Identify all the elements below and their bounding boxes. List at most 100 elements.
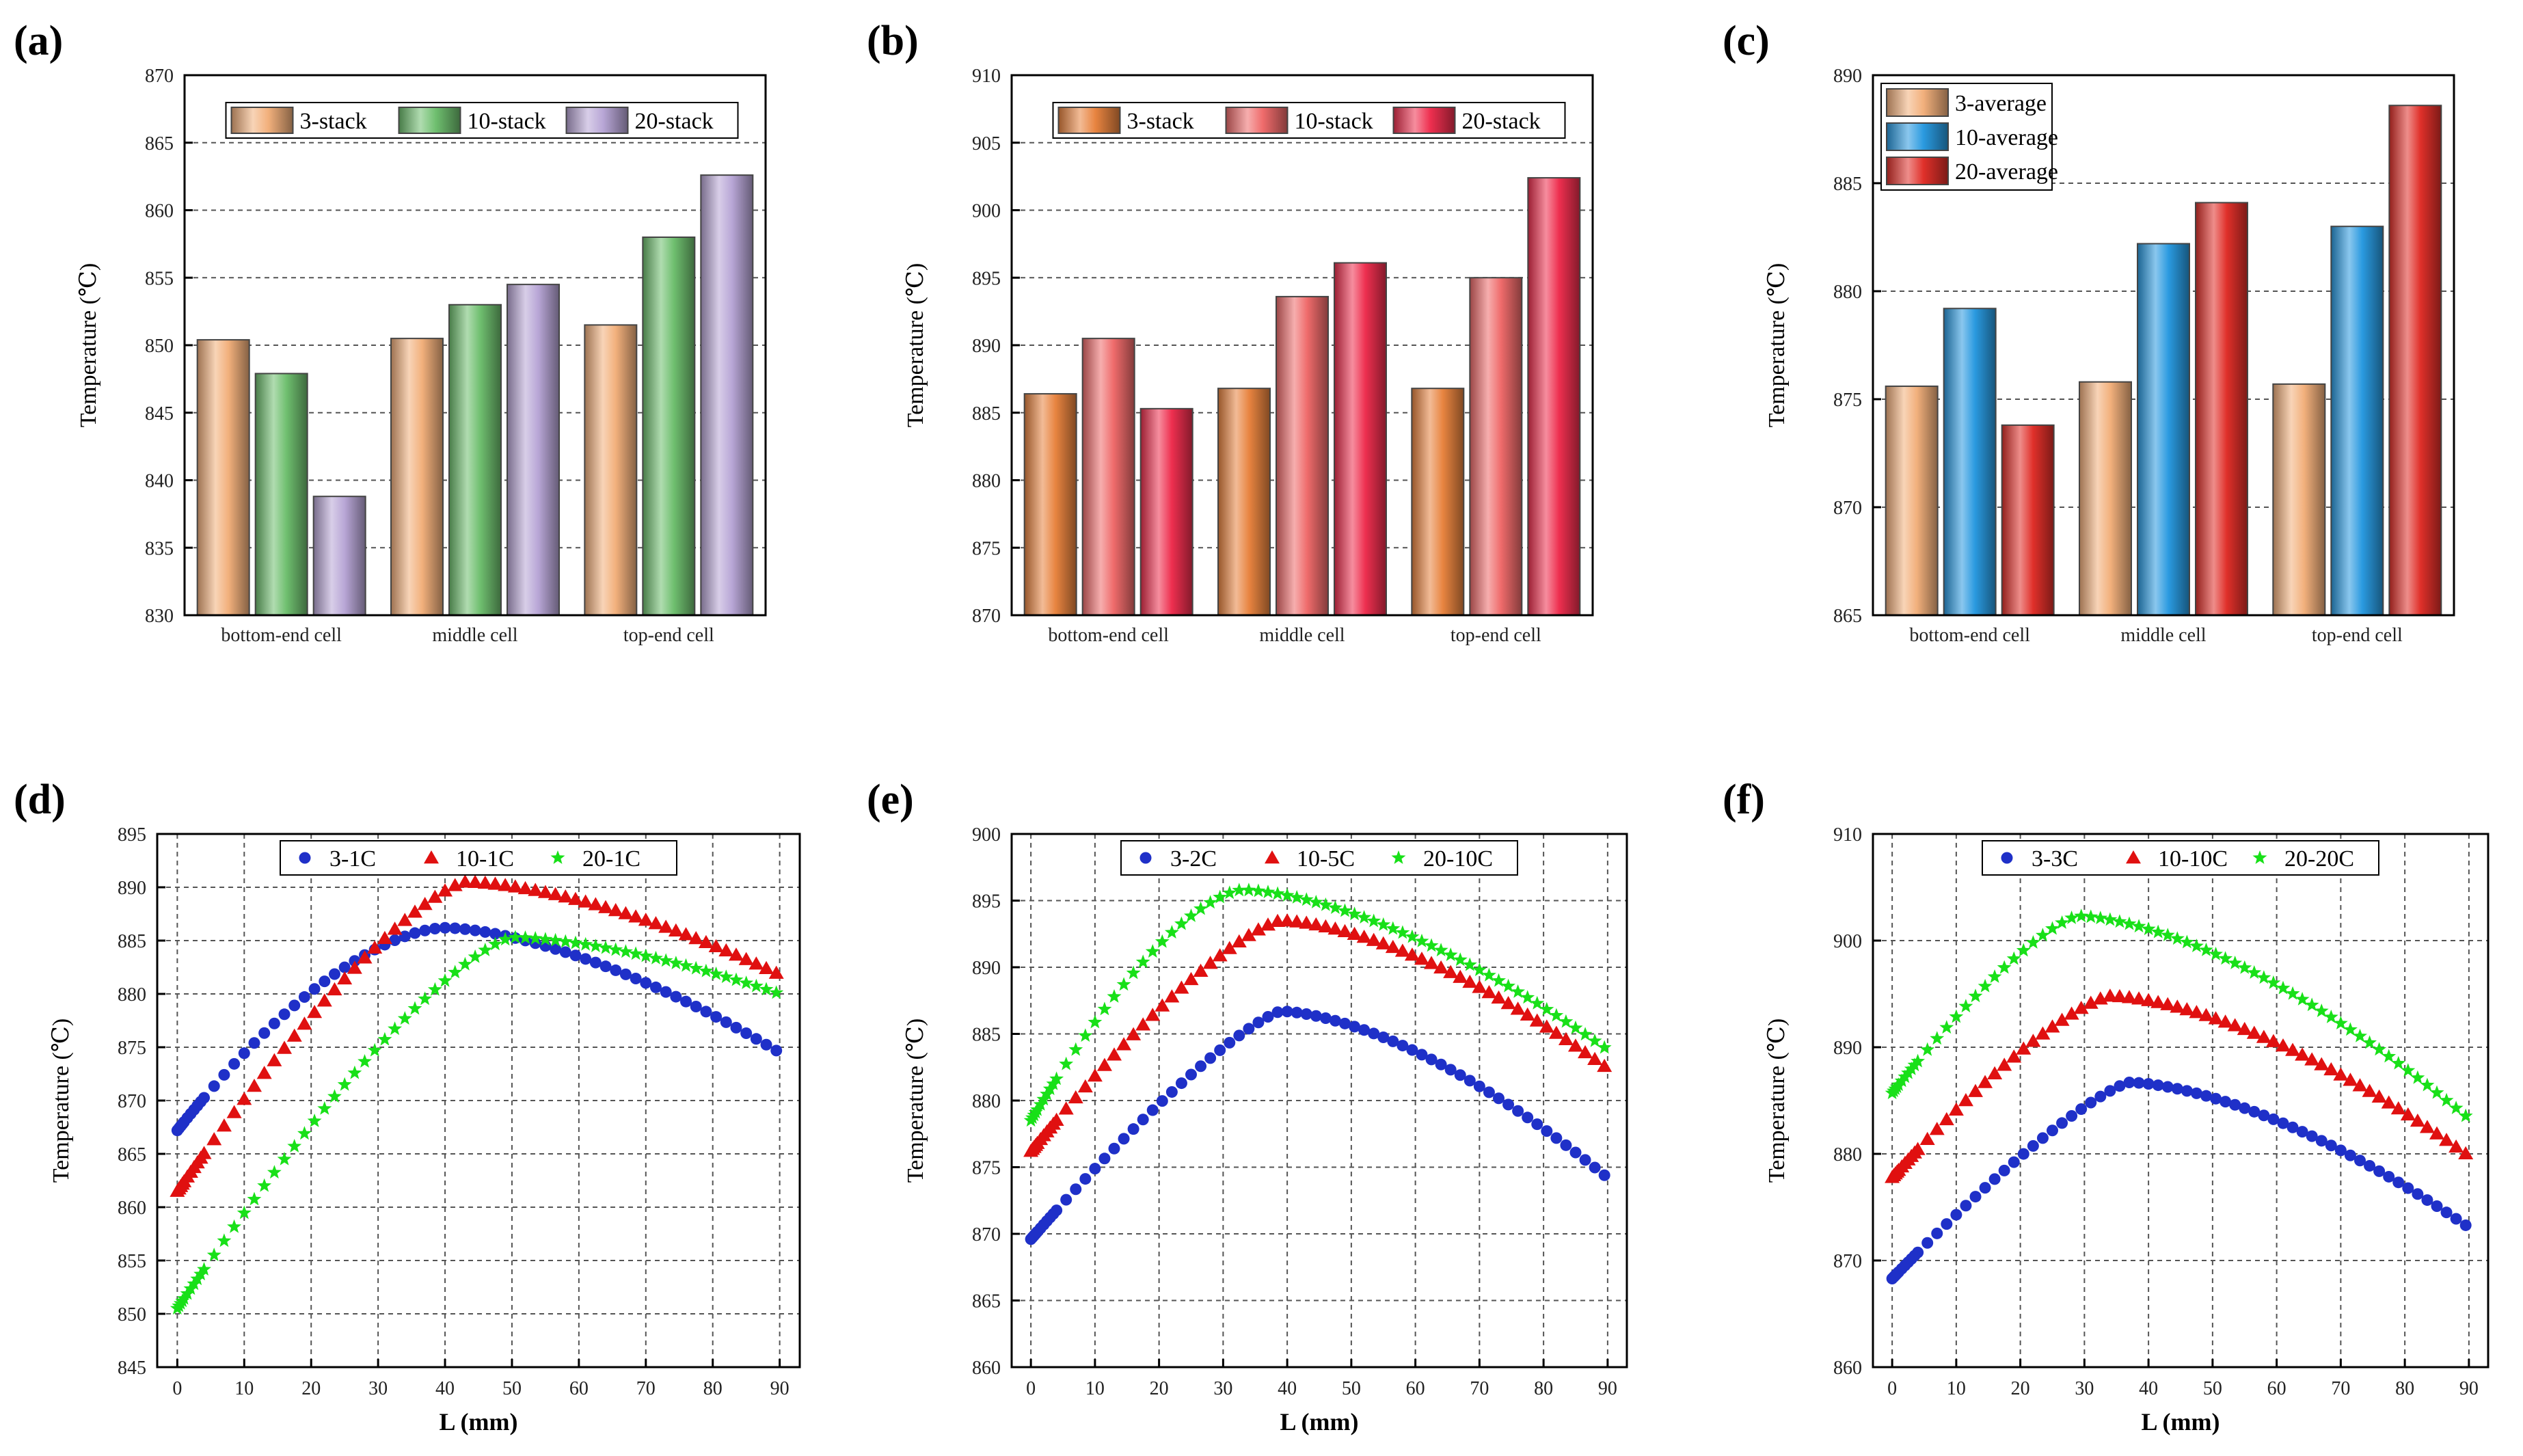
y-tick-label: 880 bbox=[972, 1091, 1001, 1112]
data-point bbox=[2252, 850, 2267, 864]
data-point bbox=[2362, 1035, 2377, 1049]
data-point bbox=[748, 956, 764, 970]
data-point bbox=[1098, 1152, 1111, 1165]
data-point bbox=[2401, 1063, 2416, 1077]
y-tick-label: 885 bbox=[1833, 174, 1862, 195]
y-tick-label: 910 bbox=[1833, 824, 1862, 846]
data-point bbox=[759, 982, 774, 996]
legend-label: 3-2C bbox=[1170, 846, 1217, 872]
data-point bbox=[1193, 963, 1209, 977]
data-point bbox=[740, 1027, 753, 1039]
data-point bbox=[2304, 1052, 2320, 1066]
data-point bbox=[2239, 1102, 2251, 1114]
bar bbox=[2137, 243, 2190, 617]
x-tick-label: bottom-end cell bbox=[1048, 625, 1169, 646]
data-point bbox=[1597, 1040, 1612, 1054]
data-point bbox=[2276, 980, 2291, 995]
legend-swatch bbox=[565, 107, 629, 134]
data-point bbox=[2296, 1126, 2308, 1138]
data-point bbox=[2420, 1077, 2435, 1092]
data-point bbox=[347, 960, 362, 974]
series-20-20C bbox=[1885, 908, 2473, 1122]
data-point bbox=[2112, 914, 2127, 928]
data-point bbox=[1462, 974, 1478, 988]
data-point bbox=[699, 963, 714, 978]
legend-swatch bbox=[1886, 88, 1949, 117]
data-point bbox=[278, 1008, 291, 1021]
data-point bbox=[1222, 885, 1237, 900]
data-point bbox=[1088, 1014, 1103, 1029]
plot-frame bbox=[1872, 833, 2490, 1369]
x-tick-label: 0 bbox=[1887, 1378, 1897, 1399]
data-point bbox=[1568, 1038, 1583, 1052]
data-point bbox=[1068, 1042, 1083, 1056]
legend-label: 3-1C bbox=[329, 846, 376, 872]
data-point bbox=[638, 913, 653, 926]
data-point bbox=[1175, 1077, 1187, 1090]
data-point bbox=[1395, 925, 1410, 939]
legend-label: 10-1C bbox=[456, 846, 514, 872]
data-point bbox=[2189, 939, 2204, 952]
bar bbox=[448, 304, 502, 616]
data-point bbox=[2131, 919, 2146, 933]
data-point bbox=[1174, 916, 1189, 930]
data-point bbox=[2248, 1105, 2261, 1118]
data-point bbox=[1531, 1118, 1543, 1131]
legend-frame bbox=[1120, 840, 1518, 876]
data-point bbox=[658, 919, 674, 933]
data-point bbox=[1281, 1006, 1293, 1018]
panel-label-a: (a) bbox=[14, 18, 63, 64]
data-point bbox=[1482, 967, 1496, 982]
data-point bbox=[1587, 1051, 1603, 1066]
data-point bbox=[1096, 1057, 1112, 1071]
bar bbox=[312, 496, 366, 617]
data-point bbox=[1126, 965, 1141, 980]
data-point bbox=[308, 983, 321, 995]
legend-swatch bbox=[1225, 107, 1289, 134]
data-point bbox=[286, 1028, 302, 1042]
data-point bbox=[1222, 941, 1237, 954]
data-point bbox=[2103, 912, 2118, 926]
data-point bbox=[2450, 1213, 2462, 1225]
y-tick-label: 885 bbox=[972, 1025, 1001, 1046]
legend-label: 10-stack bbox=[468, 109, 546, 134]
data-point bbox=[1289, 890, 1304, 904]
data-point bbox=[1260, 917, 1276, 931]
panel-label-f: (f) bbox=[1723, 777, 1765, 823]
bar bbox=[1527, 177, 1581, 617]
data-point bbox=[1135, 1017, 1151, 1031]
bar bbox=[2388, 105, 2442, 617]
data-point bbox=[2440, 1206, 2453, 1219]
data-point bbox=[1079, 1173, 1092, 1185]
x-tick-label: 60 bbox=[569, 1378, 589, 1399]
data-point bbox=[2035, 1026, 2051, 1040]
data-point bbox=[2122, 990, 2137, 1003]
data-point bbox=[297, 1016, 312, 1030]
data-point bbox=[2458, 1108, 2473, 1122]
data-point bbox=[688, 960, 703, 975]
y-tick-label: 855 bbox=[118, 1251, 146, 1272]
legend-label: 3-stack bbox=[1127, 109, 1194, 134]
y-tick-label: 860 bbox=[972, 1358, 1001, 1379]
data-point bbox=[2160, 928, 2175, 942]
data-point bbox=[1068, 1090, 1083, 1104]
data-point bbox=[2306, 1130, 2318, 1142]
data-point bbox=[649, 950, 663, 965]
data-point bbox=[1997, 960, 2012, 974]
plot-frame bbox=[183, 74, 767, 617]
data-point bbox=[1251, 883, 1266, 898]
series-10-10C bbox=[1885, 988, 2474, 1183]
y-tick-label: 900 bbox=[972, 201, 1001, 222]
data-point bbox=[337, 971, 353, 985]
y-tick-label: 860 bbox=[1833, 1358, 1862, 1379]
y-tick-label: 875 bbox=[972, 1158, 1001, 1179]
data-point bbox=[2025, 1034, 2041, 1047]
x-tick-label: 80 bbox=[2395, 1378, 2414, 1399]
data-point bbox=[2142, 1078, 2155, 1090]
x-tick-label: 20 bbox=[301, 1378, 321, 1399]
legend-swatch bbox=[1057, 107, 1121, 134]
data-point bbox=[377, 930, 392, 944]
data-point bbox=[1262, 1010, 1274, 1023]
data-point bbox=[548, 932, 563, 947]
data-point bbox=[1155, 934, 1170, 948]
